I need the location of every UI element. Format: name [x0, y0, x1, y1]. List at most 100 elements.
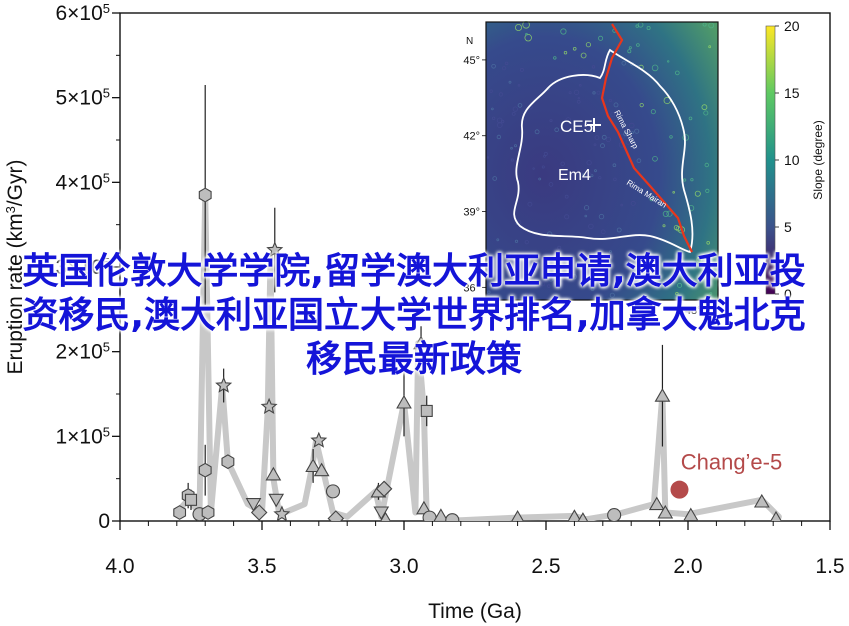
colorbar-tick-label: 5 [784, 219, 792, 235]
crater-texture-ring [524, 34, 532, 42]
ce5-site-cross [587, 118, 601, 132]
triangle-marker [753, 493, 770, 508]
crater-texture-ring [501, 66, 507, 71]
star-marker [273, 505, 291, 521]
crater-texture-ring [504, 264, 507, 267]
inset-map-image [486, 22, 718, 300]
crater-texture-ring [564, 194, 569, 199]
crater-texture-ring [491, 116, 496, 120]
crater-texture-ring [636, 158, 642, 164]
crater-texture-ring [598, 176, 602, 180]
y-tick-label: 5×105 [55, 85, 110, 110]
triangle-marker [654, 388, 671, 402]
crater-texture-ring [598, 213, 605, 220]
crater-texture-ring [707, 267, 711, 271]
crater-texture-ring [554, 127, 559, 133]
inset-latitude-labels: 45° 42° 39° 36° [463, 55, 486, 294]
x-tick-label: 1.5 [815, 555, 844, 578]
crater-texture-ring [491, 107, 494, 111]
triangle-marker [567, 509, 582, 521]
crater-texture-ring [616, 227, 622, 233]
crater-texture-ring [585, 42, 592, 48]
triangle-marker [577, 512, 589, 521]
crater-texture-ring [546, 284, 551, 288]
hexagon-marker [198, 462, 212, 478]
crater-texture-ring [584, 274, 588, 278]
crater-texture-ring [594, 135, 600, 141]
circle-marker [445, 513, 460, 521]
crater-texture-ring [486, 156, 490, 159]
triangle-marker [305, 458, 321, 473]
crater-texture-ring [577, 96, 581, 100]
crater-texture-ring [508, 80, 512, 84]
diamond-marker [327, 510, 345, 521]
circle-marker [607, 508, 622, 521]
crater-texture-ring [548, 276, 554, 282]
lat-label: 36° [463, 282, 480, 294]
crater-texture-ring [489, 89, 493, 93]
crater-texture-ring [517, 84, 521, 87]
hexagon-marker [221, 454, 235, 470]
crater-texture-ring [634, 128, 640, 134]
crater-texture-ring [492, 176, 498, 181]
crater-texture-ring [532, 167, 535, 170]
crater-texture-ring [627, 49, 632, 54]
crater-texture-ring [704, 162, 709, 168]
crater-texture-ring [674, 70, 680, 76]
crater-texture-ring [708, 22, 715, 29]
crater-texture-ring [609, 250, 612, 254]
crater-texture-ring [525, 32, 528, 36]
crater-texture-ring [591, 65, 596, 69]
crater-texture-ring [694, 190, 701, 197]
crater-texture-ring [572, 46, 577, 51]
crater-texture-ring [703, 110, 709, 116]
overlay-banner-text: 英国伦敦大学学院,留学澳大利亚申请,澳大利亚投资移民,澳大利亚国立大学世界排名,… [22, 251, 806, 380]
crater-texture-ring [706, 241, 710, 245]
crater-texture-ring [631, 131, 634, 135]
x-tick-label: 2.0 [673, 555, 702, 578]
crater-texture-ring [578, 83, 582, 87]
crater-texture-ring [630, 200, 636, 206]
crater-texture-ring [519, 67, 524, 72]
crater-texture-ring [586, 251, 590, 256]
crater-texture-ring [667, 60, 670, 63]
triangle-marker [396, 394, 412, 409]
change5-point [670, 480, 689, 499]
crater-texture-ring [581, 173, 586, 177]
crater-texture-ring [666, 210, 673, 217]
crater-texture-ring [636, 43, 640, 47]
crater-texture-ring [555, 270, 560, 275]
inset-frame [485, 21, 719, 301]
colorbar-ticks: 0 5 10 15 20 [775, 18, 800, 302]
y-tick-label: 1×105 [55, 424, 110, 449]
x-tick-label: 3.5 [247, 555, 276, 578]
crater-texture-ring [662, 224, 666, 228]
triangle-marker [265, 466, 282, 481]
x-tick-label: 2.5 [531, 555, 560, 578]
crater-texture-ring [510, 158, 515, 162]
crater-texture-ring [646, 25, 651, 30]
crater-texture-ring [586, 172, 592, 178]
rille-line [600, 23, 693, 253]
crater-texture-ring [589, 259, 592, 263]
change5-label: Chang’e-5 [681, 450, 783, 475]
triangle-marker [413, 335, 429, 350]
x-axis: 4.0 3.5 3.0 2.5 2.0 1.5 [105, 521, 845, 578]
crater-texture-ring [543, 151, 548, 156]
crater-texture-ring [512, 253, 518, 259]
triangle-marker [648, 496, 665, 511]
crater-texture-ring [651, 64, 659, 72]
crater-texture-ring [677, 282, 683, 288]
crater-texture-ring [515, 23, 523, 31]
crater-texture-ring [549, 119, 553, 123]
crater-texture-ring [609, 292, 615, 298]
crater-texture-ring [628, 46, 632, 50]
crater-texture-ring [590, 260, 595, 265]
crater-texture-ring [498, 92, 503, 97]
crater-texture-ring [573, 89, 580, 96]
crater-texture-ring [576, 261, 581, 266]
crater-texture-ring [629, 122, 635, 129]
crater-texture-ring [600, 229, 606, 235]
crater-texture-ring [652, 156, 658, 162]
crater-texture-ring [586, 160, 592, 166]
